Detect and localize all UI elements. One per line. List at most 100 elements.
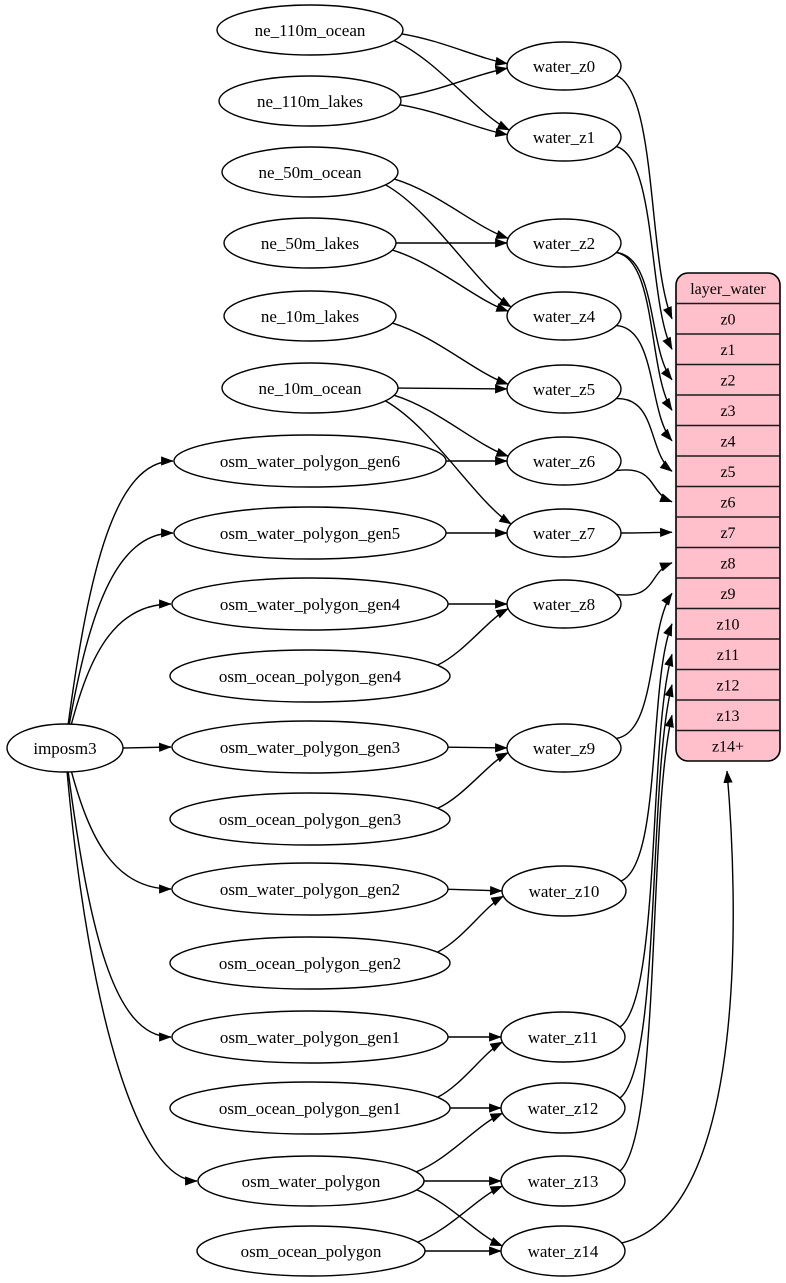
node-label: water_z7 [533,524,596,543]
node-osm_ocean_polygon_gen3: osm_ocean_polygon_gen3 [169,792,451,846]
node-ellipse [500,1225,626,1277]
node-label: ne_10m_lakes [261,307,359,326]
table-row-z7: z7 [720,525,735,542]
node-water_z7: water_z7 [506,508,622,558]
edge-ne_110m_lakes-to-water_z1 [399,104,508,138]
node-ellipse [218,75,402,127]
node-water_z13: water_z13 [500,1155,626,1207]
edge-ne_50m_ocean-to-water_z2 [394,178,509,239]
edge-ne_110m_lakes-to-water_z0 [399,65,508,98]
edge-osm_ocean_polygon_gen1-to-water_z11 [437,1041,503,1098]
node-water_z6: water_z6 [506,436,622,486]
node-ne_10m_lakes: ne_10m_lakes [223,290,397,342]
node-ellipse [221,362,399,414]
node-osm_water_polygon_gen6: osm_water_polygon_gen6 [173,434,447,488]
node-ellipse [501,865,627,917]
edge-imposm3-to-osm_water_polygon_gen1 [67,771,172,1042]
node-label: ne_110m_lakes [257,92,363,111]
edge-water_z13-to-layer_water-z13 [619,714,674,1172]
node-water_z2: water_z2 [506,218,622,268]
node-osm_water_polygon_gen1: osm_water_polygon_gen1 [171,1010,449,1064]
node-ne_110m_lakes: ne_110m_lakes [218,75,402,127]
node-ellipse [506,579,622,629]
node-ellipse [506,364,622,414]
edge-ne_50m_lakes-to-water_z4 [392,249,509,312]
node-label: ne_50m_ocean [259,163,362,182]
node-osm_water_polygon_gen2: osm_water_polygon_gen2 [171,862,449,916]
node-ellipse [171,720,449,774]
edge-water_z8-to-layer_water-z8 [616,562,673,596]
edge-imposm3-to-osm_water_polygon_gen6 [67,456,174,725]
edge-water_z6-to-layer_water-z6 [616,469,673,503]
node-water_z11: water_z11 [500,1011,626,1063]
node-ellipse [196,1225,426,1277]
node-water_z12: water_z12 [500,1082,626,1134]
node-label: water_z5 [533,380,595,399]
table-row-z4: z4 [720,433,735,450]
edge-imposm3-to-osm_water_polygon_gen2 [70,771,172,894]
node-osm_ocean_polygon_gen4: osm_ocean_polygon_gen4 [169,649,451,703]
node-ellipse [506,291,622,341]
node-ellipse [506,218,622,268]
layer-water-table: layer_water z0 z1 z2 z3 z4 z5 z6 z7 z8 z9 z10 z11 z12… [675,272,781,762]
node-ne_50m_ocean: ne_50m_ocean [221,146,399,198]
table-title: layer_water [690,281,766,298]
table-row-z11: z11 [717,647,740,664]
node-label: water_z1 [533,128,595,147]
node-label: imposm3 [33,739,96,758]
node-label: osm_ocean_polygon_gen1 [219,1099,401,1118]
node-label: osm_water_polygon_gen6 [220,452,400,471]
edge-water_z7-to-layer_water-z7 [620,527,673,538]
edge-ne_110m_ocean-to-water_z1 [393,39,510,131]
edge-water_z2-to-layer_water-z2 [616,251,673,381]
table-row-z1: z1 [720,342,735,359]
node-ellipse [169,1081,451,1135]
node-osm_water_polygon: osm_water_polygon [197,1155,425,1207]
node-label: ne_110m_ocean [255,21,366,40]
node-osm_water_polygon_gen5: osm_water_polygon_gen5 [173,506,447,560]
node-water_z9: water_z9 [506,723,622,773]
edge-osm_water_polygon-to-water_z12 [415,1112,503,1173]
table-row-z0: z0 [720,311,735,328]
node-label: osm_water_polygon_gen4 [220,595,401,614]
node-ellipse [500,1011,626,1063]
node-water_z5: water_z5 [506,364,622,414]
node-label: water_z14 [528,1242,599,1261]
node-label: water_z2 [533,234,595,253]
node-label: osm_water_polygon_gen1 [220,1028,400,1047]
table-row-z6: z6 [720,494,735,511]
node-label: water_z11 [528,1028,598,1047]
edge-imposm3-to-osm_water_polygon_gen4 [70,599,172,725]
node-ellipse [500,1155,626,1207]
node-water_z4: water_z4 [506,291,622,341]
table-row-z8: z8 [720,555,735,572]
edge-ne_10m_ocean-to-water_z6 [393,394,509,457]
node-label: water_z12 [528,1099,599,1118]
edge-water_z5-to-layer_water-z5 [616,397,673,472]
node-label: ne_10m_ocean [259,379,362,398]
table-row-z2: z2 [720,372,735,389]
node-ellipse [171,577,449,631]
node-label: water_z4 [533,307,596,326]
node-label: osm_water_polygon_gen3 [220,738,400,757]
node-ellipse [6,723,124,773]
edge-ne_50m_ocean-to-water_z4 [385,184,512,308]
edge-osm_water_polygon_gen2-to-water_z10 [447,886,503,896]
edge-osm_water_polygon-to-water_z14 [416,1189,503,1247]
node-ellipse [216,4,404,56]
table-row-z12: z12 [716,677,739,694]
node-ellipse [500,1082,626,1134]
table-row-z14plus: z14+ [712,738,744,755]
edge-water_z12-to-layer_water-z12 [619,684,674,1099]
table-row-z10: z10 [716,616,739,633]
node-ellipse [506,41,622,91]
node-osm_ocean_polygon: osm_ocean_polygon [196,1225,426,1277]
node-ellipse [169,792,451,846]
node-label: water_z8 [533,595,595,614]
node-ellipse [171,862,449,916]
node-ne_10m_ocean: ne_10m_ocean [221,362,399,414]
edge-ne_10m_ocean-to-water_z7 [385,400,512,525]
node-ellipse [506,723,622,773]
node-label: osm_ocean_polygon_gen2 [219,954,401,973]
